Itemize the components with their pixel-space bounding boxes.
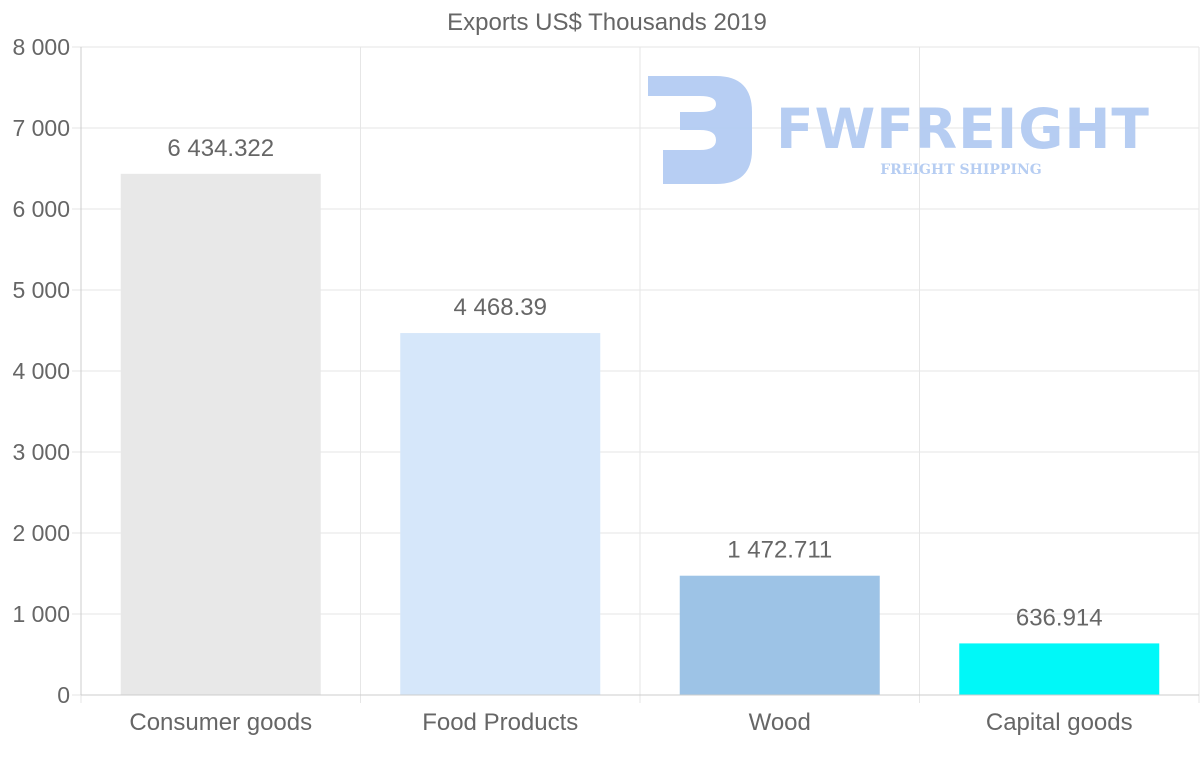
- y-tick-label: 8 000: [12, 34, 70, 60]
- x-axis-tick-labels: Consumer goods Food Products Wood Capital g…: [129, 709, 1132, 736]
- y-axis-tick-labels: 0 1 000 2 000 3 000 4 000 5 000 6 000 7 000 8 00…: [12, 34, 70, 708]
- bar-value-label: 1 472.711: [727, 537, 832, 564]
- x-tick-label: Food Products: [422, 709, 578, 736]
- x-tick-label: Wood: [749, 709, 811, 736]
- value-labels: 6 434.322 4 468.39 1 472.711 636.914: [167, 135, 1102, 632]
- chart-title: Exports US$ Thousands 2019: [447, 9, 767, 36]
- y-tick-label: 0: [57, 682, 70, 708]
- bar: [400, 333, 601, 695]
- bar-value-label: 4 468.39: [454, 294, 547, 321]
- y-tick-label: 4 000: [12, 358, 70, 384]
- y-tick-label: 7 000: [12, 115, 70, 141]
- bars: [120, 173, 1160, 695]
- x-tick-label: Consumer goods: [129, 709, 312, 736]
- watermark-brand: FWFREIGHT: [776, 97, 1150, 161]
- bar-value-label: 6 434.322: [167, 135, 274, 162]
- bar: [959, 643, 1160, 695]
- bar-value-label: 636.914: [1016, 604, 1103, 631]
- y-tick-label: 5 000: [12, 277, 70, 303]
- y-tick-label: 1 000: [12, 601, 70, 627]
- watermark-tagline: FREIGHT SHIPPING: [880, 162, 1042, 178]
- x-tick-label: Capital goods: [986, 709, 1133, 736]
- bar: [679, 575, 880, 695]
- fwfreight-logo-icon: [648, 76, 752, 184]
- y-tick-label: 2 000: [12, 520, 70, 546]
- bar: [120, 173, 321, 695]
- y-tick-label: 6 000: [12, 196, 70, 222]
- axes: [80, 47, 1199, 696]
- y-tick-label: 3 000: [12, 439, 70, 465]
- fwfreight-watermark-logo: FWFREIGHT FREIGHT SHIPPING: [648, 76, 1150, 184]
